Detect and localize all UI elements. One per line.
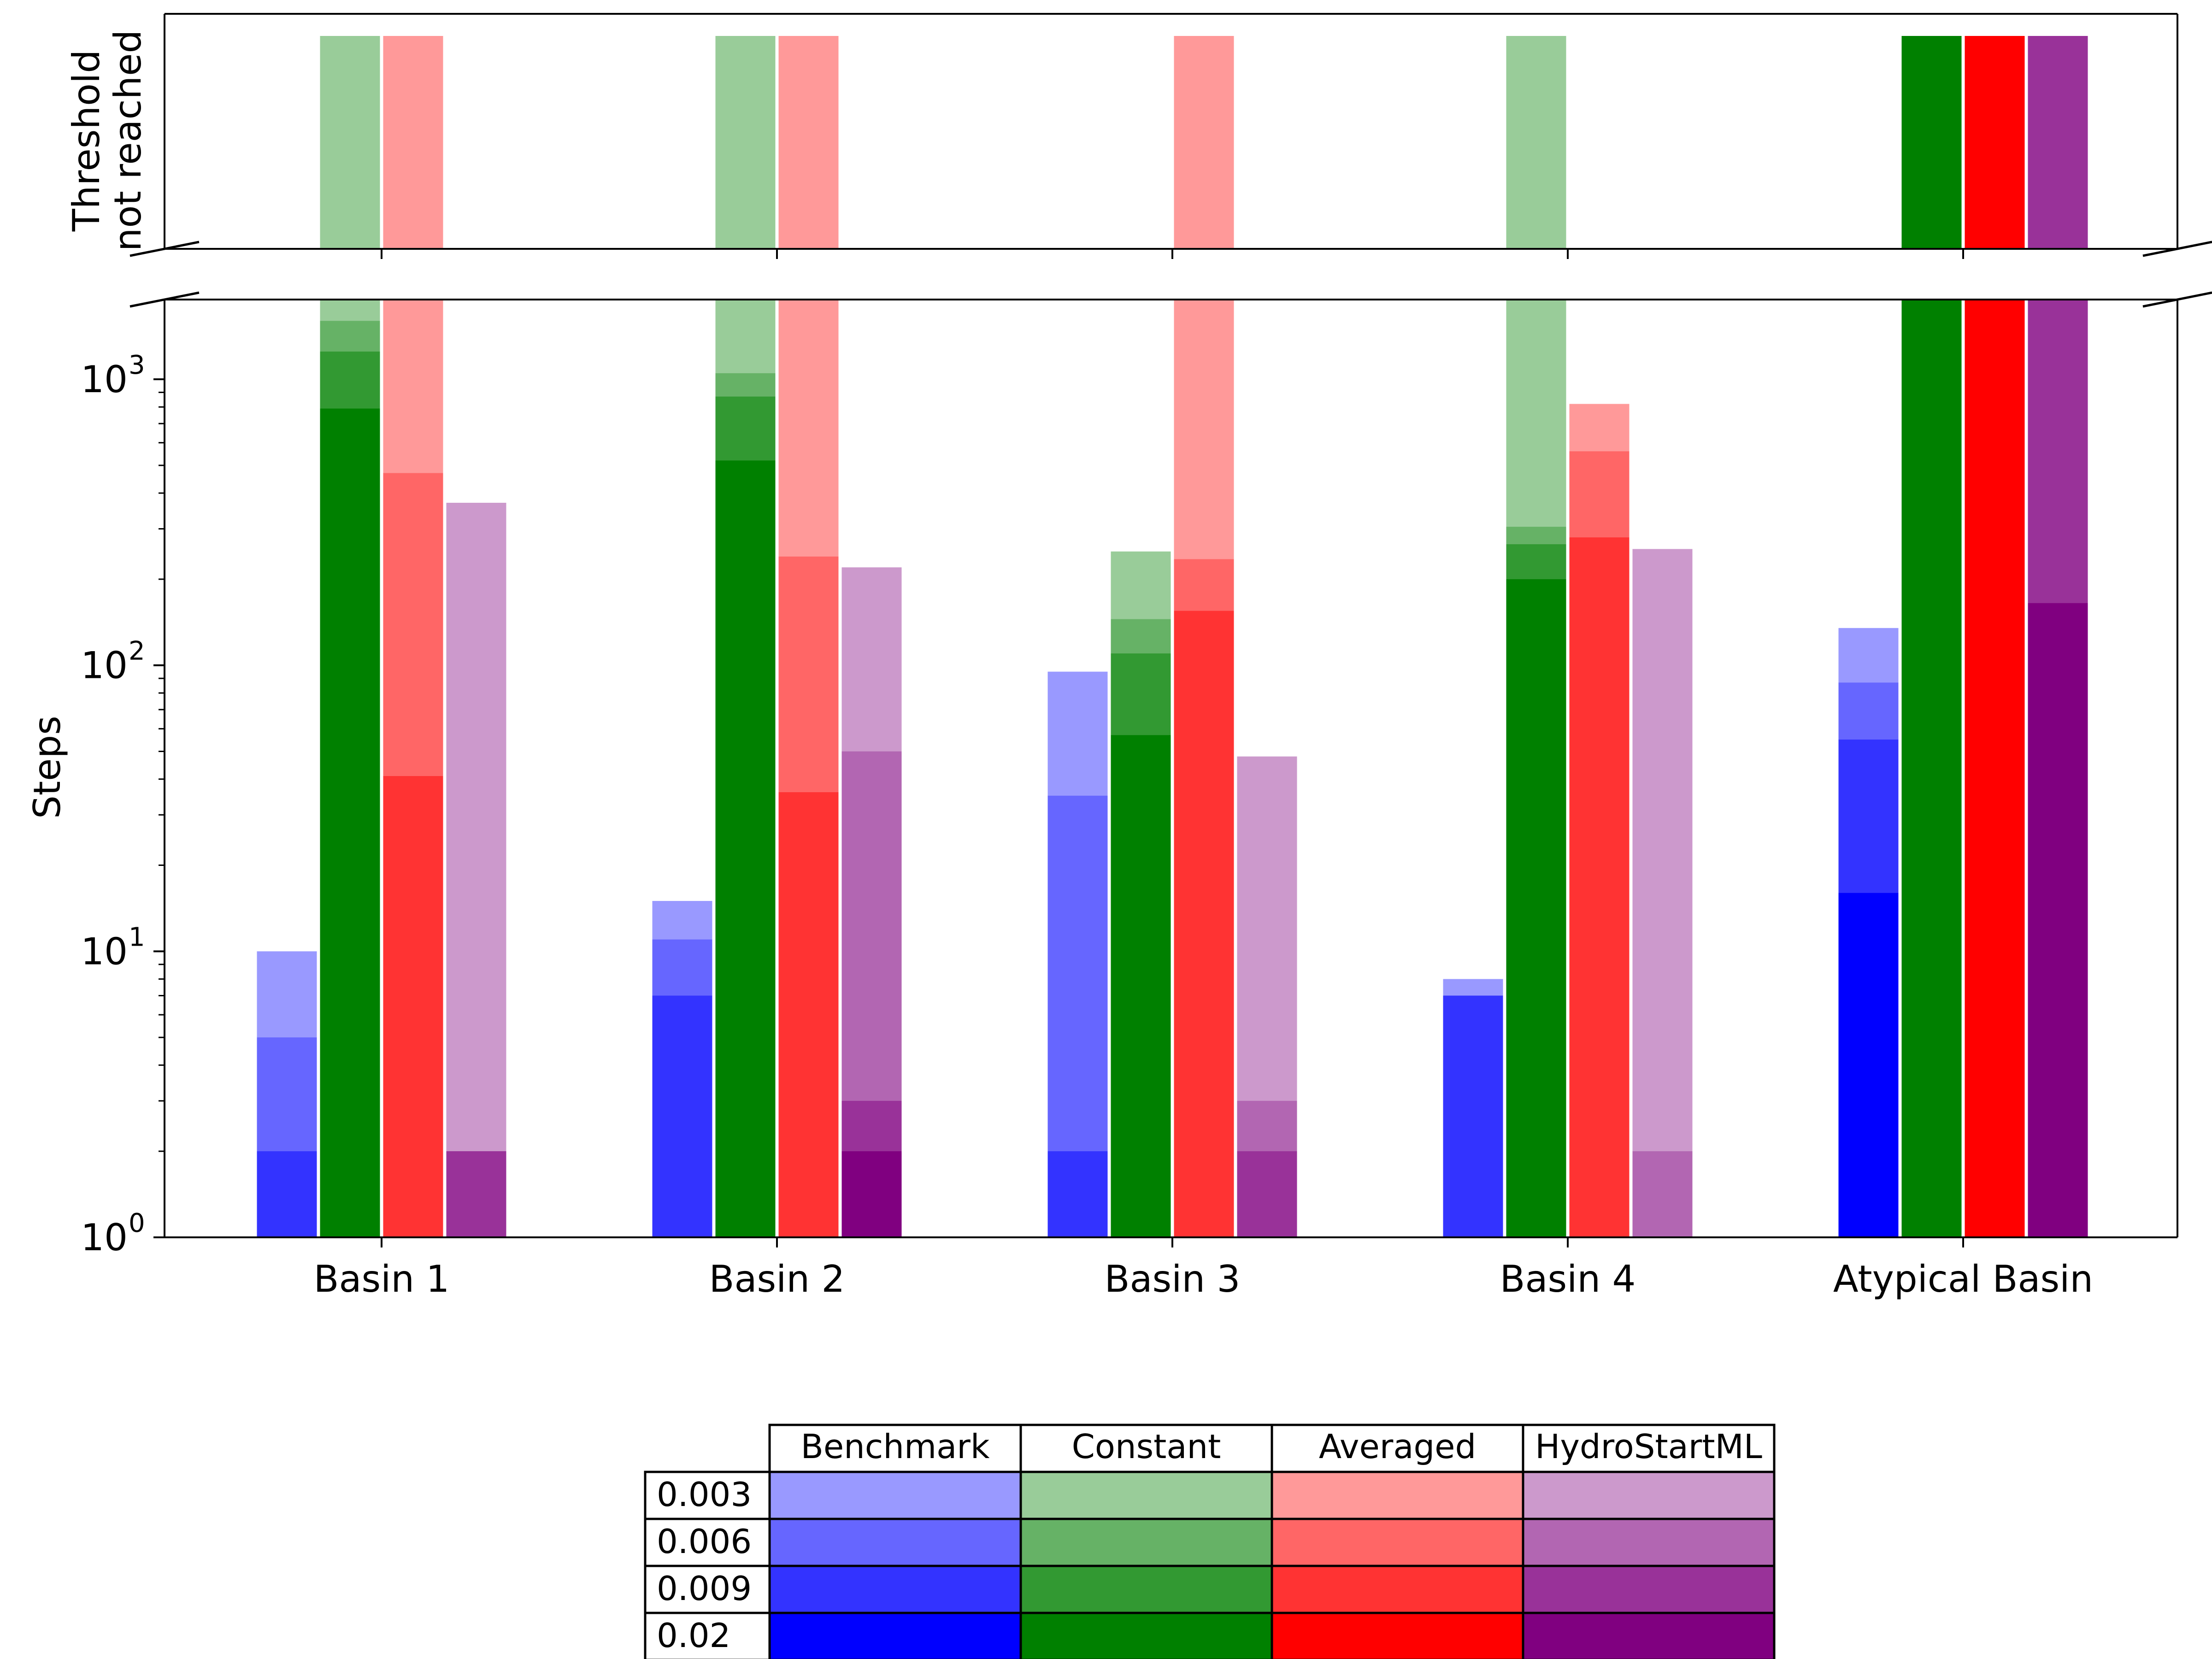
bar-hydrostartml-basin-1-0.003 xyxy=(446,503,506,1237)
y-tick-label: 10 xyxy=(81,644,128,687)
bar-benchmark-basin-1-0.009 xyxy=(257,1151,317,1237)
y-tick-label: 10 xyxy=(81,930,128,973)
legend-column-label: HydroStartML xyxy=(1535,1427,1762,1466)
axes xyxy=(129,13,2212,1247)
bar-averaged-basin-3-0.009 xyxy=(1174,611,1234,1237)
legend-table: Benchmark Constant Averaged HydroStartML 0.0… xyxy=(644,1424,1776,1659)
bar-constant-basin-2-0.003-not-reached xyxy=(715,36,776,249)
y-tick-exponent: 1 xyxy=(129,922,145,952)
x-tick-label: Basin 2 xyxy=(709,1258,845,1300)
bar-hydrostartml-atypical-basin-0.02 xyxy=(2028,603,2088,1237)
x-tick-label: Basin 4 xyxy=(1500,1258,1636,1300)
bar-constant-basin-1-0.003-not-reached xyxy=(320,36,380,249)
bar-hydrostartml-basin-4-0.006 xyxy=(1632,1151,1693,1237)
legend-header-cell xyxy=(1271,1424,1524,1473)
legend-swatch-benchmark-0.006 xyxy=(768,1518,1022,1567)
bar-hydrostartml-basin-4-0.003 xyxy=(1632,549,1693,1237)
legend-row-label: 0.003 xyxy=(657,1475,752,1514)
threshold-label-line2: not reached xyxy=(106,30,149,252)
bar-constant-atypical-basin-0.02-not-reached xyxy=(1901,36,1962,249)
y-tick-exponent: 0 xyxy=(129,1208,145,1238)
legend-swatch-averaged-0.003 xyxy=(1271,1471,1524,1520)
bar-constant-basin-3-0.02 xyxy=(1111,735,1171,1237)
bar-averaged-basin-4-0.009 xyxy=(1569,537,1630,1237)
bar-averaged-basin-2-0.009 xyxy=(778,792,839,1237)
legend-row-header-cell xyxy=(644,1518,771,1567)
legend-swatch-constant-0.006 xyxy=(1019,1518,1273,1567)
bar-averaged-basin-3-0.003-not-reached xyxy=(1174,36,1234,249)
bar-constant-basin-4-0.02 xyxy=(1506,579,1566,1237)
bar-averaged-basin-1-0.003-not-reached xyxy=(383,36,443,249)
bar-hydrostartml-atypical-basin-0.009-not-reached xyxy=(2028,36,2088,249)
bar-averaged-atypical-basin-0.02-not-reached xyxy=(1965,36,2025,249)
legend-swatch-benchmark-0.003 xyxy=(768,1471,1022,1520)
bar-benchmark-basin-3-0.009 xyxy=(1047,1151,1108,1237)
threshold-label-line1: Threshold xyxy=(65,50,108,232)
bar-constant-atypical-basin-0.02 xyxy=(1901,300,1962,1237)
y-tick-label: 10 xyxy=(81,1216,128,1259)
axis-break-mark xyxy=(129,241,200,257)
bar-constant-basin-2-0.02 xyxy=(715,460,776,1237)
legend-row-label: 0.006 xyxy=(657,1522,752,1561)
legend-row-header-cell xyxy=(644,1565,771,1614)
legend-swatch-averaged-0.006 xyxy=(1271,1518,1524,1567)
legend-swatch-constant-0.02 xyxy=(1019,1612,1273,1659)
x-tick-label: Atypical Basin xyxy=(1833,1258,2093,1300)
legend-column-label: Averaged xyxy=(1319,1427,1476,1466)
top-panel-bars xyxy=(320,36,2088,249)
axis-break-mark xyxy=(129,291,200,308)
bar-benchmark-atypical-basin-0.02 xyxy=(1838,893,1899,1237)
legend-swatch-hydrostartml-0.02 xyxy=(1522,1612,1776,1659)
y-axis-label: Steps xyxy=(26,716,69,819)
bar-benchmark-basin-2-0.009 xyxy=(652,995,712,1237)
legend-swatch-benchmark-0.009 xyxy=(768,1565,1022,1614)
legend-swatch-hydrostartml-0.003 xyxy=(1522,1471,1776,1520)
bar-hydrostartml-basin-3-0.009 xyxy=(1237,1151,1297,1237)
legend-swatch-averaged-0.009 xyxy=(1271,1565,1524,1614)
legend-column-label: Constant xyxy=(1072,1427,1221,1466)
x-tick-label: Basin 1 xyxy=(314,1258,450,1300)
legend-row-label: 0.02 xyxy=(657,1616,730,1655)
legend-swatch-constant-0.009 xyxy=(1019,1565,1273,1614)
bar-averaged-atypical-basin-0.02 xyxy=(1965,300,2025,1237)
axis-break-mark xyxy=(2142,241,2212,257)
bar-constant-basin-4-0.003-not-reached xyxy=(1506,36,1566,249)
legend-swatch-benchmark-0.02 xyxy=(768,1612,1022,1659)
legend-column-label: Benchmark xyxy=(800,1427,989,1466)
legend-swatch-constant-0.003 xyxy=(1019,1471,1273,1520)
legend-swatch-hydrostartml-0.006 xyxy=(1522,1518,1776,1567)
x-tick-label: Basin 3 xyxy=(1105,1258,1241,1300)
bar-averaged-basin-2-0.003-not-reached xyxy=(778,36,839,249)
bar-constant-basin-1-0.02 xyxy=(320,408,380,1237)
bar-benchmark-basin-4-0.009 xyxy=(1443,995,1503,1237)
x-tick-labels: Basin 1 Basin 2 Basin 3 Basin 4 Atypical Bas… xyxy=(314,1258,2094,1300)
legend-swatch-averaged-0.02 xyxy=(1271,1612,1524,1659)
y-tick-label: 10 xyxy=(81,358,128,401)
axis-break-mark xyxy=(2142,291,2212,308)
bar-averaged-basin-1-0.009 xyxy=(383,776,443,1237)
legend-row-label: 0.009 xyxy=(657,1569,752,1608)
main-panel-bars xyxy=(257,300,2088,1238)
y-tick-exponent: 2 xyxy=(129,636,145,666)
bar-hydrostartml-basin-1-0.009 xyxy=(446,1151,506,1237)
legend-swatch-hydrostartml-0.009 xyxy=(1522,1565,1776,1614)
bar-hydrostartml-basin-2-0.02 xyxy=(841,1151,902,1237)
y-tick-exponent: 3 xyxy=(129,350,145,380)
